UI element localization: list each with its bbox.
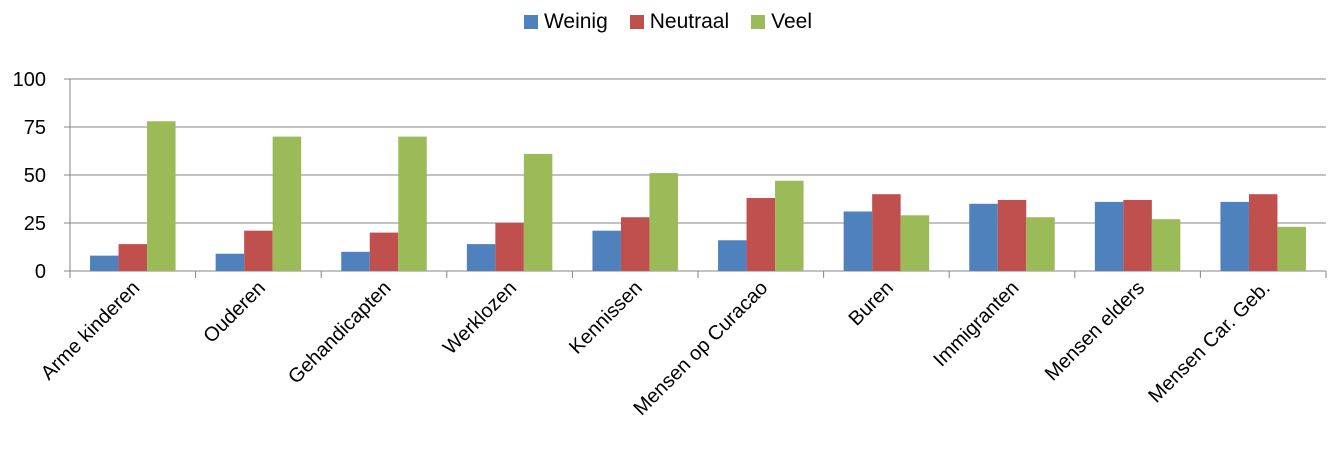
bar-veel-5: [775, 180, 804, 271]
bar-veel-6: [900, 215, 930, 271]
bar-veel-1: [272, 136, 302, 271]
bar-weinig-5: [718, 240, 747, 271]
legend-swatch-weinig: [523, 15, 538, 29]
x-category-label: Kennissen: [565, 277, 647, 359]
y-tick-label-0: 0: [35, 261, 46, 283]
bar-veel-0: [147, 121, 176, 272]
bar-weinig-6: [843, 211, 873, 271]
bar-veel-7: [1026, 217, 1055, 271]
y-tick-label-25: 25: [24, 213, 46, 235]
x-category-label: Gehandicapten: [284, 277, 395, 388]
y-tick-label-75: 75: [24, 117, 46, 139]
bar-neutraal-0: [118, 244, 148, 271]
chart-legend: Weinig Neutraal Veel: [0, 10, 1336, 34]
x-category-label: Arme kinderen: [37, 277, 145, 385]
legend-item-veel: Veel: [751, 10, 812, 34]
bar-weinig-2: [341, 251, 370, 271]
legend-label-veel: Veel: [771, 10, 813, 33]
x-category-label: Mensen op Curacao: [629, 277, 772, 420]
bar-neutraal-8: [1123, 199, 1152, 271]
bar-weinig-3: [466, 244, 496, 271]
x-category-label: Werklozen: [439, 277, 521, 359]
bar-neutraal-6: [872, 194, 901, 271]
bar-veel-9: [1277, 226, 1306, 271]
bar-weinig-9: [1220, 201, 1249, 271]
y-tick-label-100: 100: [13, 69, 46, 91]
bar-veel-4: [649, 173, 678, 271]
legend-label-neutraal: Neutraal: [649, 10, 730, 33]
bar-weinig-0: [90, 255, 119, 271]
x-category-label: Ouderen: [199, 277, 270, 348]
legend-label-weinig: Weinig: [543, 10, 608, 33]
legend-item-neutraal: Neutraal: [629, 10, 730, 34]
bar-neutraal-1: [244, 230, 273, 271]
x-category-label: Mensen Car. Geb.: [1144, 277, 1274, 407]
bar-neutraal-4: [620, 217, 650, 271]
bar-weinig-7: [969, 203, 998, 271]
bar-neutraal-3: [495, 223, 524, 271]
bar-neutraal-7: [997, 199, 1027, 271]
x-category-label: Mensen elders: [1041, 277, 1149, 385]
bar-weinig-1: [215, 253, 245, 271]
y-tick-label-50: 50: [24, 165, 46, 187]
bar-weinig-4: [592, 230, 621, 271]
bar-neutraal-9: [1248, 194, 1278, 271]
bar-weinig-8: [1094, 201, 1124, 271]
bar-veel-8: [1151, 219, 1181, 271]
legend-item-weinig: Weinig: [523, 10, 608, 34]
legend-swatch-veel: [751, 15, 766, 29]
bar-veel-3: [523, 153, 553, 271]
bar-neutraal-2: [369, 232, 399, 271]
x-category-label: Immigranten: [929, 277, 1023, 371]
bar-neutraal-5: [746, 198, 776, 271]
bar-veel-2: [398, 136, 427, 271]
legend-swatch-neutraal: [629, 15, 644, 29]
x-category-label: Buren: [845, 277, 898, 330]
